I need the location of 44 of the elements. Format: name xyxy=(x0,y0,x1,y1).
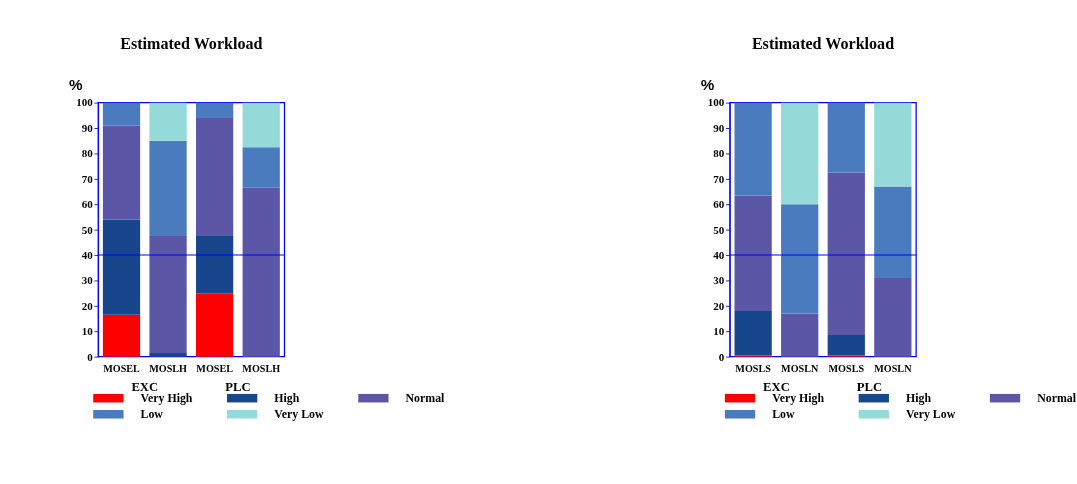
y-axis-title: % xyxy=(69,75,84,93)
x-tick-label: MOSLH xyxy=(149,362,188,374)
y-tick-label: 90 xyxy=(713,121,725,134)
y-tick-label: 100 xyxy=(76,96,94,109)
y-axis-title: % xyxy=(700,75,715,93)
x-tick-label: MOSEL xyxy=(103,362,141,374)
legend-label: High xyxy=(274,390,300,405)
x-tick-label: MOSEL xyxy=(196,362,234,374)
y-tick-label: 20 xyxy=(713,299,725,312)
y-tick-label: 90 xyxy=(81,121,94,134)
text: PLC xyxy=(225,379,251,394)
y-tick-label: 0 xyxy=(87,350,94,363)
legend-label: High xyxy=(905,390,932,405)
text: PLC xyxy=(856,379,883,394)
y-tick-label: 40 xyxy=(713,248,725,261)
x-tick-label: MOSLH xyxy=(242,362,281,374)
y-tick-label: 80 xyxy=(81,147,94,160)
y-tick-label: 0 xyxy=(718,350,725,363)
chart-title: Estimated Workload xyxy=(120,34,263,52)
chart-title: Estimated Workload xyxy=(751,34,895,52)
legend-label: Normal xyxy=(405,390,446,405)
x-tick-label: MOSLN xyxy=(874,362,913,374)
y-tick-label: 70 xyxy=(713,172,725,185)
y-tick-label: 40 xyxy=(81,248,94,261)
legend-label: Normal xyxy=(1037,390,1077,405)
y-tick-label: 10 xyxy=(713,325,725,338)
y-tick-label: 60 xyxy=(713,198,725,211)
y-tick-label: 50 xyxy=(713,223,725,236)
legend-label: Low xyxy=(772,406,796,421)
legend-label: Very Low xyxy=(274,406,325,421)
y-tick-label: 60 xyxy=(81,198,94,211)
x-tick-label: MOSLS xyxy=(735,362,772,374)
y-tick-label: 80 xyxy=(713,147,725,160)
legend-label: Very Low xyxy=(905,406,956,421)
y-tick-label: 10 xyxy=(81,325,94,338)
y-tick-label: 70 xyxy=(81,172,94,185)
y-tick-label: 20 xyxy=(81,299,94,312)
y-tick-label: 30 xyxy=(81,274,94,287)
x-tick-label: MOSLN xyxy=(781,362,819,374)
y-tick-label: 50 xyxy=(81,223,94,236)
legend-label: Low xyxy=(140,406,164,421)
y-tick-label: 30 xyxy=(713,274,725,287)
y-tick-label: 100 xyxy=(707,96,725,109)
x-tick-label: MOSLS xyxy=(828,362,865,374)
